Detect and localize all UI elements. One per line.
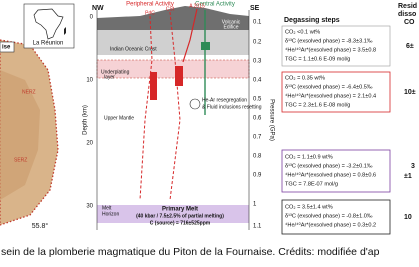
row-line: ⁴He/⁴⁰Ar*(exsolved phase) = 0.8±0.6: [285, 171, 376, 178]
pressure-tick: 0.3: [253, 59, 262, 65]
row-line: CO₂ = 1.1±0.9 wt%: [285, 154, 333, 160]
row-line: δ¹³C (exsolved phase) = -6.4±0.5‰: [285, 84, 373, 90]
table-row-box: [281, 199, 391, 235]
longitude-label: 55.8°: [32, 222, 49, 230]
row-line: δ¹³C (exsolved phase) = -3.2±0.1‰: [285, 163, 373, 169]
depth-tick: 30: [86, 204, 93, 210]
pressure-tick: 0.9: [253, 173, 262, 179]
dike: [175, 66, 183, 86]
residual-value: 3: [411, 163, 415, 170]
row-line: CO₂ <0.1 wt%: [285, 29, 320, 35]
map-title-box: [0, 41, 15, 53]
pressure-tick: 0.1: [253, 20, 262, 26]
row-line: TGC = 7.8E-07 mol/g: [285, 181, 338, 187]
annotation: & Fluid inclusions resetting: [202, 104, 262, 110]
orientation-label: SE: [250, 5, 260, 12]
map: ise La Réunion NERZ SERZ 55.8°: [0, 0, 80, 232]
layer-label: Melt: [102, 205, 112, 211]
primary-melt: C (source) = 716±525ppm: [150, 220, 211, 226]
central-reservoir: [201, 42, 210, 50]
layer-label: Edifice: [223, 24, 238, 30]
residual-value: ±1: [404, 173, 412, 180]
depth-tick: 0: [90, 15, 94, 21]
africa-outline: [33, 8, 64, 40]
volcanic-edifice: [97, 6, 249, 30]
row-line: TGC = 1.1±0.6 E-09 mol/g: [285, 56, 350, 62]
layer-label: Upper Mantle: [104, 115, 134, 121]
layer-label: layer: [104, 74, 115, 80]
pressure-tick: 1.1: [253, 224, 262, 230]
vent-label: PdC: [145, 10, 155, 16]
residual-value: 6±: [406, 43, 414, 50]
activity-label: Peripheral Activity: [126, 2, 174, 8]
pressure-tick: 0.2: [253, 40, 262, 46]
row-line: ⁴He/⁴⁰Ar*(exsolved phase) = 0.3±0.2: [285, 221, 376, 228]
primary-melt: Primary Melt: [162, 207, 198, 213]
rift-label: NERZ: [22, 89, 36, 95]
inset-label: La Réunion: [33, 41, 64, 47]
row-line: ⁴He/⁴⁰Ar*(exsolved phase) = 2.1±0.4: [285, 92, 376, 99]
annotation: He-Ar resegregation: [202, 97, 247, 103]
row-line: δ¹³C (exsolved phase) = -8.3±3.1‰: [285, 38, 373, 44]
activity-label: Central Activity: [195, 2, 235, 8]
orientation-label: NW: [92, 5, 104, 12]
dike: [150, 72, 157, 100]
axis-label: Depth (km): [83, 105, 89, 135]
layer-label: Indian Oceanic Crust: [110, 46, 157, 52]
table-header: Resid: [398, 3, 417, 10]
table-row-box: [281, 71, 391, 113]
row-line: CO₂ = 0.35 wt%: [285, 75, 325, 81]
rift-label: SERZ: [14, 157, 27, 163]
row-line: TGC = 2.3±1.6 E-08 mol/g: [285, 102, 350, 108]
layer-label: Underplating: [101, 69, 130, 75]
madagascar: [64, 27, 66, 35]
degassing-table: Degassing steps Resid disso CO CO₂ <0.1 …: [281, 3, 417, 235]
table-header: disso: [398, 11, 416, 18]
pressure-tick: 0.4: [253, 78, 262, 84]
map-title: ise: [2, 45, 11, 51]
caption: sein de la plomberie magmatique du Piton…: [1, 246, 380, 258]
row-line: CO₂ = 3.5±1.4 wt%: [285, 204, 333, 210]
vent-label: A 2015: [189, 3, 205, 9]
residual-value: 10: [404, 214, 412, 221]
cycle-icon: [189, 98, 201, 110]
pressure-tick: 1: [253, 202, 257, 208]
cross-section: NW SE Peripheral Activity Central Activi…: [83, 2, 274, 230]
island-relief: [0, 70, 40, 200]
vent-label: CSt: [166, 6, 175, 12]
table-header: CO: [404, 19, 415, 26]
depth-tick: 20: [86, 141, 93, 147]
pressure-tick: 0.8: [253, 154, 262, 160]
pressure-tick: 0.7: [253, 135, 262, 141]
layer-label: Volcanic: [222, 19, 241, 25]
table-row-box: [281, 149, 391, 193]
pressure-tick: 0.5: [253, 97, 262, 103]
magma-path: [139, 15, 153, 201]
melt-layer: [97, 205, 249, 223]
magma-path: [182, 8, 198, 63]
residual-value: 10±: [404, 89, 416, 96]
table-row-box: [281, 25, 391, 67]
row-line: δ¹³C (exsolved phase) = -0.8±1.0‰: [285, 213, 373, 219]
primary-melt: (40 kbar / 7.5±2.5% of partial melting): [136, 213, 224, 219]
row-line: ⁴He/⁴⁰Ar*(exsolved phase) = 3.5±0.8: [285, 46, 376, 53]
depth-tick: 10: [86, 78, 93, 84]
axis-label: Pressure (GPa): [268, 99, 274, 141]
pressure-tick: 0.6: [253, 116, 262, 122]
layer-label: Horizon: [102, 211, 119, 217]
table-header: Degassing steps: [284, 17, 340, 24]
